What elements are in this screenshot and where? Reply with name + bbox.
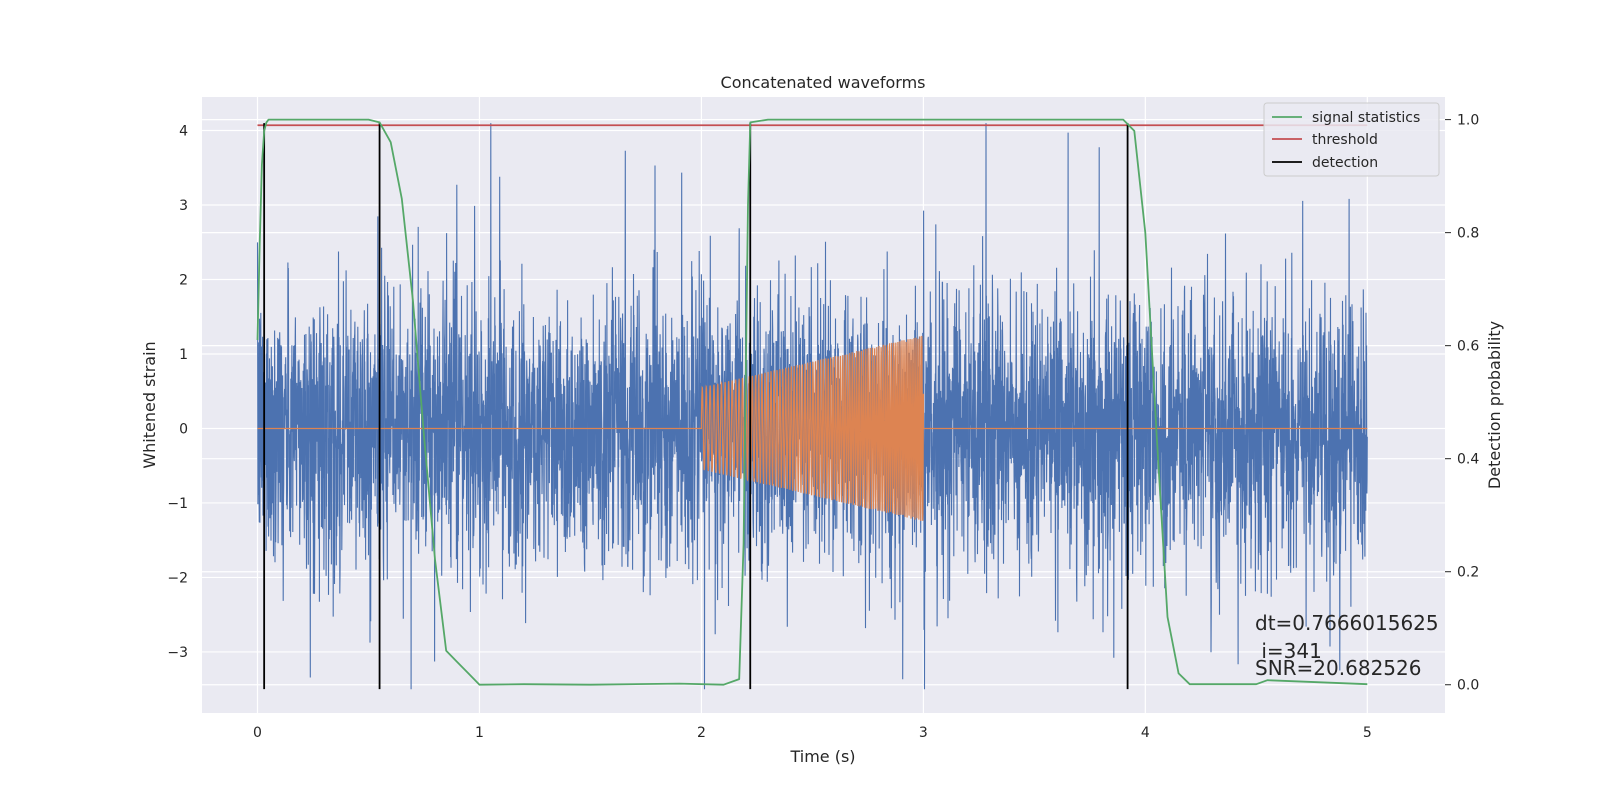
y-tick-label: −1	[167, 496, 188, 512]
y-tick-label: 1	[179, 347, 188, 363]
y2-tick-label: 0.8	[1457, 226, 1479, 242]
y2-axis-label: Detection probability	[1485, 321, 1504, 489]
x-tick-label: 2	[697, 725, 706, 741]
y-tick-label: 2	[179, 272, 188, 288]
legend-box	[1263, 102, 1440, 177]
legend-label-signal-statistics: signal statistics	[1312, 110, 1420, 126]
y2-tick-label: 1.0	[1457, 113, 1479, 129]
y2-tick-label: 0.4	[1457, 452, 1479, 468]
x-tick-label: 0	[253, 725, 262, 741]
x-tick-label: 1	[475, 725, 484, 741]
y2-tick-label: 0.6	[1457, 339, 1479, 355]
y-tick-label: −3	[167, 645, 188, 661]
series-layer	[256, 118, 1368, 690]
legend-label-threshold: threshold	[1312, 132, 1378, 148]
y-tick-label: 3	[179, 198, 188, 214]
y2-tick-label: 0.2	[1457, 565, 1479, 581]
y-tick-label: −2	[167, 570, 188, 586]
x-axis-label: Time (s)	[789, 747, 855, 766]
annotation-snr: SNR=20.682526	[1255, 656, 1421, 680]
annotation-dt: dt=0.7666015625	[1255, 611, 1439, 635]
annotations: dt=0.7666015625 i=341 SNR=20.682526	[1255, 611, 1439, 680]
y-tick-label: 4	[179, 124, 188, 140]
y-axis-label: Whitened strain	[140, 341, 159, 468]
axis-ticks: 0 1 2 3 4 5 −3 −2 −1 0 1 2 3 4 0.0 0.2 0.4 0.6 0.8 1.0	[167, 113, 1479, 741]
x-tick-label: 5	[1363, 725, 1372, 741]
y2-tick-label: 0.0	[1457, 678, 1479, 694]
annotation-index: i=341	[1255, 639, 1322, 663]
legend: signal statistics threshold detection	[1263, 102, 1440, 177]
waveform-series-line	[257, 335, 1368, 522]
signal-statistics-line	[256, 118, 1368, 686]
legend-label-detection: detection	[1312, 155, 1378, 171]
x-tick-label: 3	[919, 725, 928, 741]
y-tick-label: 0	[179, 421, 188, 437]
chart-title: Concatenated waveforms	[721, 73, 926, 92]
x-tick-label: 4	[1141, 725, 1150, 741]
